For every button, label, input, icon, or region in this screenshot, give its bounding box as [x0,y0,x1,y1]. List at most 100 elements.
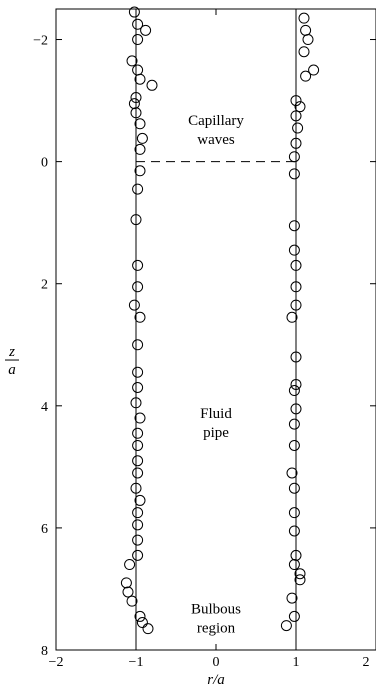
data-point-circle [140,24,152,36]
data-point-circle [122,586,134,598]
data-point-circle [142,623,154,635]
y-tick-label: 0 [41,156,48,171]
data-points [120,6,320,635]
data-point-circle [300,24,312,36]
data-point-circle [290,378,302,390]
data-point-circle [298,46,310,58]
annotation-text: pipe [203,425,229,441]
data-point-circle [286,311,298,323]
data-point-circle [132,18,144,30]
data-point-circle [136,617,148,629]
data-point-circle [130,107,142,119]
data-point-circle [132,34,144,46]
data-point-circle [132,366,144,378]
data-point-circle [132,183,144,195]
data-point-circle [134,412,146,424]
data-point-circle [292,122,304,134]
data-point-circle [136,132,148,144]
data-point-circle [290,351,302,363]
data-point-circle [132,519,144,531]
annotation-text: waves [197,132,235,148]
y-tick-label: 4 [41,400,48,415]
data-point-circle [132,507,144,519]
data-point-circle [294,574,306,586]
data-point-circle [132,381,144,393]
plot-frame-group [55,8,376,651]
data-point-circle [290,137,302,149]
data-point-circle [132,427,144,439]
data-point-circle [126,595,138,607]
data-point-circle [134,118,146,130]
data-point-circle [132,439,144,451]
data-point-circle [130,214,142,226]
data-point-circle [288,610,300,622]
data-point-circle [286,467,298,479]
data-point-circle [132,259,144,271]
data-point-circle [290,403,302,415]
x-axis-label: r/a [207,672,225,688]
data-point-circle [290,259,302,271]
data-point-circle [130,92,142,104]
reference-lines [135,9,297,650]
data-point-circle [308,64,320,76]
annotation-text: Fluid [200,406,232,422]
data-point-circle [290,549,302,561]
data-point-circle [288,525,300,537]
x-tick-label: 2 [363,655,370,670]
data-point-circle [288,168,300,180]
data-point-circle [290,281,302,293]
data-point-circle [134,610,146,622]
data-point-circle [290,299,302,311]
data-point-circle [132,64,144,76]
y-axis-label-denominator: a [8,362,16,378]
data-point-circle [288,385,300,397]
x-tick-label: −1 [129,655,144,670]
axis-ticks: −2 −1 0 1 2 −2 0 2 4 6 8 [33,9,376,670]
y-tick-label: 2 [41,278,48,293]
data-point-circle [280,620,292,632]
x-tick-label: −2 [49,655,64,670]
data-point-circle [134,73,146,85]
annotations: Capillary waves Fluid pipe Bulbous region [188,113,244,636]
data-point-circle [288,482,300,494]
data-point-circle [302,34,314,46]
data-point-circle [124,559,136,571]
data-point-circle [298,12,310,24]
data-point-circle [294,568,306,580]
data-point-circle [146,79,158,91]
data-point-circle [132,339,144,351]
data-point-circle [286,592,298,604]
data-point-circle [132,467,144,479]
data-point-circle [288,244,300,256]
data-point-circle [288,220,300,232]
data-point-circle [132,534,144,546]
data-point-circle [134,311,146,323]
data-point-circle [134,494,146,506]
data-point-circle [288,418,300,430]
axis-labels: r/a z a [5,344,225,688]
data-point-circle [134,165,146,177]
data-point-circle [128,6,140,18]
annotation-text: region [197,620,236,636]
y-tick-label: 6 [41,522,48,537]
data-point-circle [128,98,140,110]
data-point-circle [288,439,300,451]
data-point-circle [132,281,144,293]
x-tick-label: 1 [293,655,300,670]
x-tick-label: 0 [213,655,220,670]
data-point-circle [288,507,300,519]
data-point-circle [130,482,142,494]
data-point-circle [128,299,140,311]
y-axis-label-numerator: z [8,344,15,360]
annotation-text: Capillary [188,113,244,129]
data-point-circle [132,549,144,561]
y-tick-label: 8 [41,644,48,659]
data-point-circle [288,559,300,571]
data-point-circle [300,70,312,82]
data-point-circle [132,455,144,467]
data-point-circle [288,151,300,163]
y-tick-label: −2 [33,34,48,49]
annotation-text: Bulbous [191,601,241,617]
data-point-circle [126,55,138,67]
data-point-circle [130,397,142,409]
